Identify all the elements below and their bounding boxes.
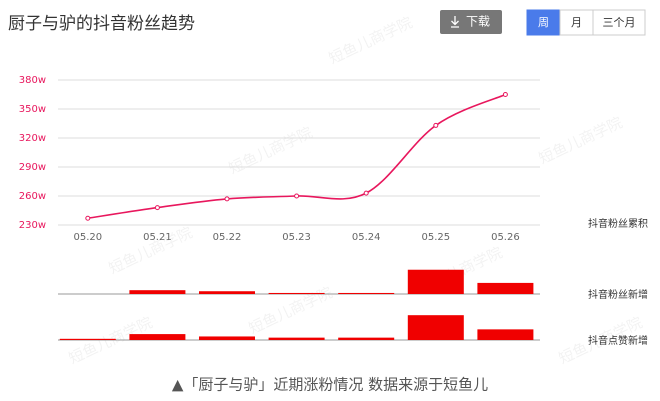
point xyxy=(294,193,300,199)
point xyxy=(224,196,230,202)
caption: ▲「厨子与驴」近期涨粉情况 数据来源于短鱼儿 xyxy=(172,376,488,394)
y-tick-label: 380w xyxy=(19,75,46,86)
x-tick-label: 05.24 xyxy=(352,232,381,243)
chart-label: 抖音点赞新增 xyxy=(588,334,648,347)
point xyxy=(502,92,508,97)
point xyxy=(433,122,439,128)
tab-label: 三个月 xyxy=(603,16,636,29)
x-tick-label: 05.22 xyxy=(213,232,242,243)
y-tick-label: 260w xyxy=(19,191,46,202)
bar xyxy=(477,329,534,340)
download-button[interactable]: 下载 xyxy=(440,10,502,34)
y-tick-label: 290w xyxy=(19,162,46,173)
x-tick-label: 05.25 xyxy=(421,232,450,243)
point xyxy=(363,190,369,196)
bar xyxy=(129,334,186,340)
point xyxy=(154,205,160,211)
tab[interactable]: 月 xyxy=(559,9,594,36)
bar xyxy=(338,337,395,340)
x-tick-label: 05.23 xyxy=(282,232,311,243)
tab-bg xyxy=(592,9,646,36)
bar xyxy=(407,315,464,340)
download-label: 下载 xyxy=(466,15,490,29)
tab-bg xyxy=(559,9,594,36)
download-icon xyxy=(451,16,459,28)
tab[interactable]: 周 xyxy=(526,9,561,36)
bar xyxy=(129,290,186,294)
bar xyxy=(338,292,395,294)
x-tick-label: 05.20 xyxy=(73,232,102,243)
page-title: 厨子与驴的抖音粉丝趋势 xyxy=(8,14,195,34)
x-tick-label: 05.21 xyxy=(143,232,172,243)
tab-label: 月 xyxy=(571,16,582,29)
tab-label: 周 xyxy=(538,16,549,29)
tabs: 周 月 三个月 xyxy=(526,9,646,36)
bar xyxy=(59,338,116,340)
y-tick-label: 230w xyxy=(19,220,46,231)
bar xyxy=(268,337,325,340)
tab[interactable]: 三个月 xyxy=(592,9,646,36)
bar xyxy=(199,336,255,340)
chart-label: 抖音粉丝累积 xyxy=(588,217,648,230)
bar xyxy=(199,291,255,294)
y-tick-label: 350w xyxy=(19,104,46,115)
x-tick-label: 05.26 xyxy=(491,232,520,243)
point xyxy=(85,215,91,221)
chart-label: 抖音粉丝新增 xyxy=(588,288,648,301)
bar xyxy=(407,269,464,294)
y-tick-label: 320w xyxy=(19,133,46,144)
bar xyxy=(268,292,325,294)
bar xyxy=(477,282,534,294)
